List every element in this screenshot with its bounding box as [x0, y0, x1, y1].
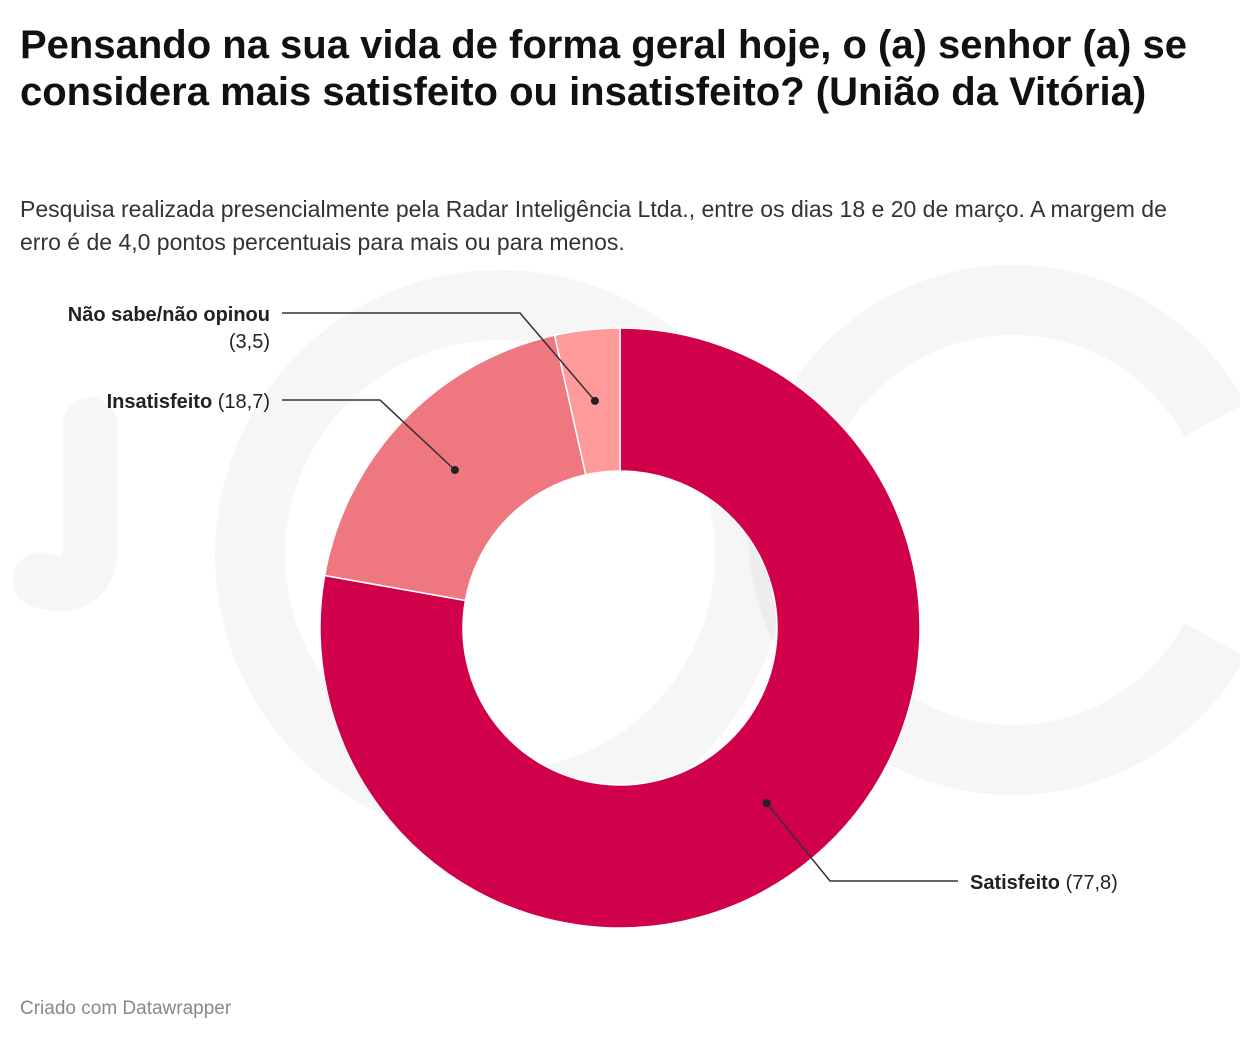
chart-title: Pensando na sua vida de forma geral hoje… [20, 23, 1187, 114]
slice-nao-sabe-nao-opinou [553, 327, 621, 476]
slice-label-satisfeito: Satisfeito (77,8) [970, 872, 1118, 894]
slice-satisfeito [319, 327, 921, 929]
slice-value-nao-sabe-nao-opinou: (3,5) [229, 331, 270, 353]
leader-dot-insatisfeito [450, 466, 459, 475]
credit-footer: Criado com Datawrapper [20, 998, 232, 1019]
leader-line-insatisfeito [282, 399, 456, 471]
leader-line-satisfeito [766, 802, 958, 882]
leader-dot-nao-sabe-nao-opinou [590, 396, 599, 405]
slice-label-insatisfeito: Insatisfeito (18,7) [107, 391, 270, 413]
chart-subtitle: Pesquisa realizada presencialmente pela … [20, 196, 1167, 255]
donut-slices [319, 327, 921, 929]
leader-dot-satisfeito [762, 799, 771, 808]
slice-label-nao-sabe-nao-opinou: Não sabe/não opinou [68, 304, 270, 326]
leader-line-nao-sabe-nao-opinou [282, 312, 596, 402]
donut-labels: Satisfeito (77,8) Insatisfeito (18,7) Não … [68, 304, 1118, 894]
